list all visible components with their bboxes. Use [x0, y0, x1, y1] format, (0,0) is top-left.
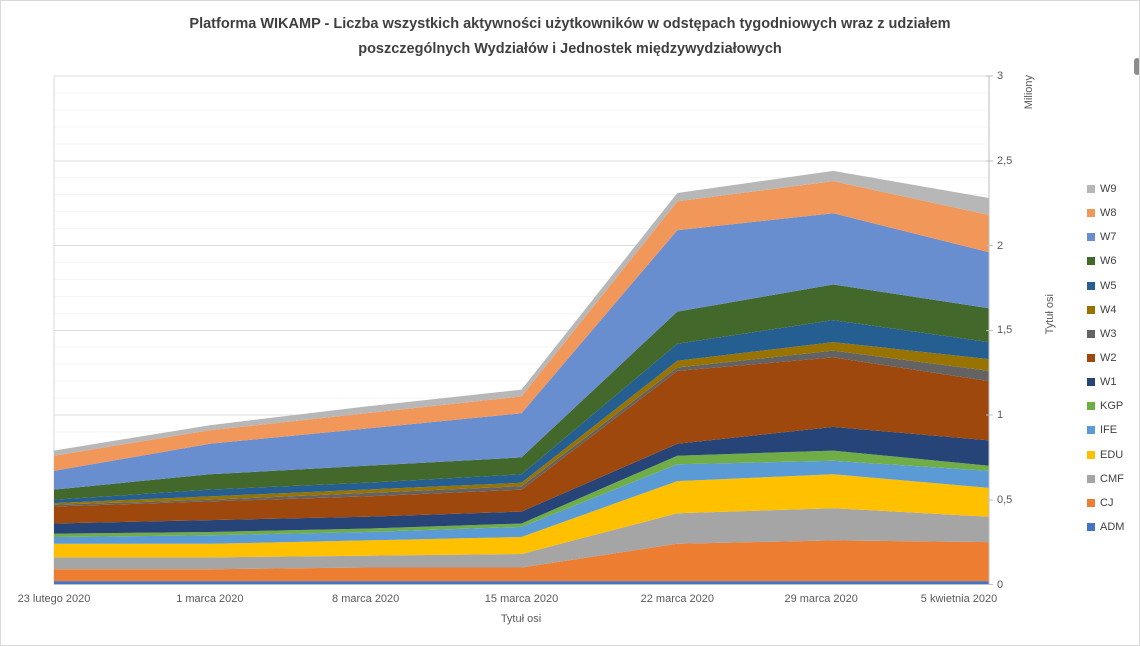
- y-axis-title: Tytuł osi: [1044, 294, 1056, 335]
- legend-label: W2: [1100, 351, 1117, 364]
- y-tick-label: 1: [997, 409, 1004, 421]
- legend-item-CJ: CJ: [1087, 497, 1113, 509]
- x-tick-label: 22 marca 2020: [640, 593, 715, 605]
- area-series-W6: [54, 284, 989, 500]
- area-series-W5: [54, 320, 989, 504]
- legend-label: W6: [1100, 255, 1117, 268]
- x-tick-label: 8 marca 2020: [332, 593, 400, 605]
- legend-label: KGP: [1100, 400, 1124, 413]
- chart-title: Platforma WIKAMP - Liczba wszystkich akt…: [189, 16, 951, 57]
- y-axis-unit-label: Miliony: [1023, 75, 1035, 110]
- x-tick-label: 15 marca 2020: [484, 593, 559, 605]
- legend-swatch: [1087, 257, 1095, 266]
- legend-label: CJ: [1100, 496, 1114, 509]
- area-series-W3: [54, 350, 989, 507]
- legend-item-W7: W7: [1087, 231, 1117, 243]
- x-axis-title: Tytuł osi: [500, 613, 542, 625]
- area-series-EDU: [54, 474, 989, 558]
- legend-item-W5: W5: [1087, 280, 1117, 292]
- area-series-W2: [54, 357, 989, 524]
- legend-item-W6: W6: [1087, 255, 1117, 267]
- legend-swatch: [1087, 185, 1095, 193]
- area-series-W4: [54, 342, 989, 505]
- legend-item-W2: W2: [1087, 352, 1117, 364]
- y-tick-label: 0,5: [997, 493, 1013, 506]
- area-series-W1: [54, 426, 989, 534]
- y-tick-label: 2: [997, 239, 1004, 252]
- area-series-W7: [54, 213, 989, 490]
- y-tick-label: 0: [997, 578, 1004, 591]
- legend-label: IFE: [1100, 424, 1118, 437]
- legend-label: EDU: [1100, 448, 1124, 461]
- legend-item-W1: W1: [1087, 376, 1117, 388]
- legend: W9 W8 W7 W6 W5 W4 W3 W2 W1 KGP IFE EDU CMF CJ ADM: [1087, 183, 1139, 535]
- legend-item-ADM: ADM: [1087, 521, 1124, 533]
- area-series-CJ: [54, 540, 989, 582]
- legend-swatch: [1087, 378, 1095, 387]
- x-tick-label: 1 marca 2020: [176, 593, 244, 605]
- x-tick-label: 29 marca 2020: [784, 593, 858, 605]
- legend-item-KGP: KGP: [1087, 400, 1123, 412]
- legend-swatch: [1087, 329, 1095, 338]
- legend-swatch: [1087, 426, 1095, 435]
- area-series-IFE: [54, 460, 989, 544]
- area-series-KGP: [54, 450, 989, 537]
- legend-label: CMF: [1100, 472, 1124, 485]
- x-tick-label: 5 kwietnia 2020: [920, 593, 998, 605]
- legend-label: W5: [1100, 279, 1117, 292]
- legend-swatch: [1087, 450, 1095, 459]
- legend-label: ADM: [1100, 520, 1125, 533]
- y-tick-label: 1,5: [997, 324, 1013, 337]
- y-tick-label: 2,5: [997, 154, 1013, 167]
- area-series-ADM: [54, 581, 989, 585]
- scrollbar-thumb[interactable]: [1134, 58, 1139, 75]
- legend-swatch: [1087, 353, 1095, 362]
- legend-swatch: [1087, 209, 1095, 218]
- legend-swatch: [1087, 474, 1095, 483]
- area-series-W8: [54, 181, 989, 471]
- legend-item-W8: W8: [1087, 207, 1117, 219]
- x-tick-label: 23 lutego 2020: [17, 593, 91, 605]
- legend-item-CMF: CMF: [1087, 473, 1124, 485]
- legend-label: W4: [1100, 303, 1117, 316]
- legend-label: W8: [1100, 207, 1117, 220]
- y-tick-label: 3: [997, 70, 1004, 82]
- legend-swatch: [1087, 233, 1095, 242]
- legend-label: W9: [1100, 183, 1117, 195]
- legend-swatch: [1087, 402, 1095, 411]
- legend-label: W7: [1100, 231, 1117, 244]
- legend-swatch: [1087, 498, 1095, 507]
- legend-item-W3: W3: [1087, 328, 1117, 340]
- legend-swatch: [1087, 522, 1095, 531]
- legend-label: W1: [1100, 376, 1117, 389]
- legend-item-EDU: EDU: [1087, 449, 1123, 461]
- area-series-CMF: [54, 508, 989, 570]
- legend-swatch: [1087, 305, 1095, 314]
- legend-label: W3: [1100, 327, 1117, 340]
- legend-item-IFE: IFE: [1087, 424, 1117, 436]
- legend-swatch: [1087, 281, 1095, 290]
- legend-item-W9: W9: [1087, 183, 1117, 195]
- legend-item-W4: W4: [1087, 304, 1117, 316]
